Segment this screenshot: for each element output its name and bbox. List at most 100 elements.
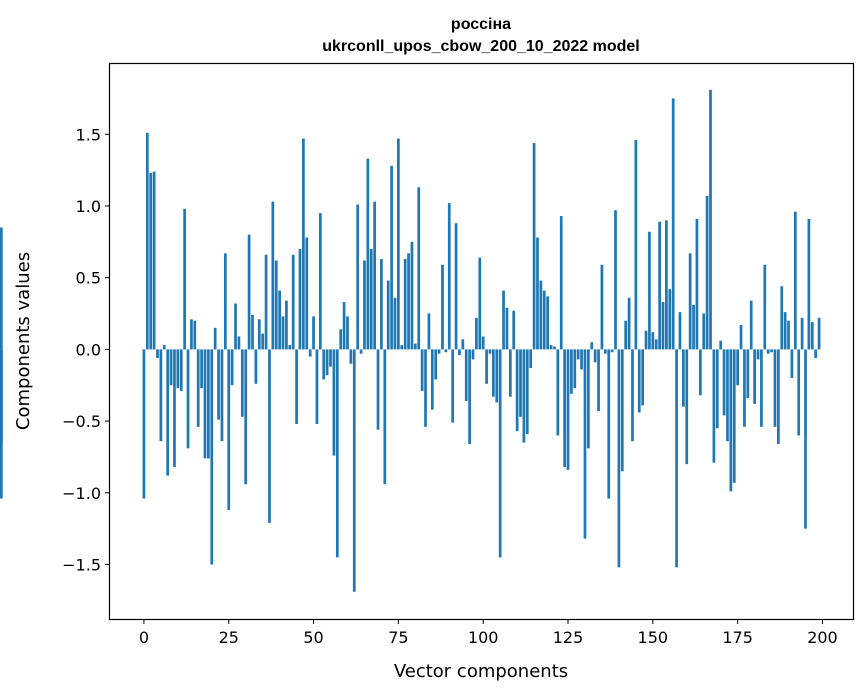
bar-component-171 [722, 349, 726, 416]
bar-component-21 [213, 327, 217, 350]
bar-component-40 [278, 290, 281, 350]
bar-component-48 [305, 237, 309, 350]
bar-component-156 [671, 98, 675, 350]
bar-component-17 [200, 349, 203, 389]
bar-component-35 [261, 333, 265, 350]
bar-component-78 [407, 253, 410, 350]
bar-component-74 [393, 297, 397, 350]
bar-component-192 [793, 211, 797, 350]
bar-component-33 [254, 349, 258, 384]
bar-component-151 [654, 339, 658, 350]
bar-component-106 [502, 290, 505, 350]
bar-component-50 [312, 316, 315, 350]
x-tick-label: 50 [303, 628, 323, 647]
bar-component-180 [753, 349, 756, 404]
bar-component-157 [675, 349, 678, 568]
bar-component-19 [207, 349, 210, 459]
bar-component-93 [458, 349, 461, 356]
bar-component-129 [580, 349, 583, 370]
bar-component-108 [508, 349, 512, 397]
bar-component-64 [359, 349, 363, 354]
bar-component-45 [295, 349, 298, 424]
bar-component-39 [274, 260, 278, 350]
bar-component-112 [522, 349, 526, 443]
bar-component-10 [176, 349, 180, 389]
bar-component-95 [464, 349, 468, 402]
bar-component-51 [315, 349, 319, 424]
x-tick-label: 0 [139, 628, 149, 647]
bar-component-92 [454, 223, 458, 350]
bar-component-174 [732, 349, 736, 483]
bar-component-195 [804, 349, 807, 529]
bar-component-137 [607, 349, 611, 499]
bar-component-18 [203, 349, 207, 459]
bar-component-1 [145, 132, 149, 350]
bar-component-49 [308, 349, 312, 357]
bar-component-197 [810, 322, 814, 350]
bar-component-9 [173, 349, 176, 467]
bar-component-11 [179, 349, 183, 391]
bar-component-162 [692, 304, 695, 350]
bar-component-150 [651, 332, 655, 350]
bar-component-149 [648, 231, 651, 350]
x-tick-label: 200 [807, 628, 838, 647]
bar-component-139 [614, 210, 617, 350]
bar-component-187 [777, 349, 780, 445]
bar-component-163 [695, 218, 699, 350]
bar-component-71 [383, 349, 387, 485]
bar-component-56 [332, 349, 336, 456]
bar-component-84 [427, 313, 431, 350]
bar-component-5 [159, 349, 163, 442]
bar-component-198 [814, 349, 818, 358]
bar-component-146 [637, 349, 641, 413]
bar-component-94 [461, 339, 465, 350]
bar-component-140 [617, 349, 621, 568]
bar-component-132 [590, 342, 594, 350]
bar-component-118 [542, 290, 546, 350]
bar-component-124 [563, 349, 566, 467]
bar-component-77 [403, 259, 407, 350]
bar-component-68 [373, 201, 376, 350]
bar-component-177 [743, 349, 746, 427]
bar-component-135 [600, 264, 604, 350]
x-axis-label: Vector components [394, 661, 568, 682]
bar-component-189 [783, 312, 787, 350]
bar-component-16 [196, 349, 200, 427]
y-tick-label: −1.0 [62, 484, 101, 503]
bar-component-99 [478, 257, 482, 350]
bar-component-193 [797, 349, 801, 436]
bar-component-131 [587, 349, 590, 449]
bar-component-65 [363, 260, 366, 350]
x-tick-label: 25 [219, 628, 239, 647]
bar-component-0 [142, 349, 146, 499]
bar-component-88 [441, 264, 444, 350]
bar-component-147 [641, 349, 645, 406]
bar-component-14 [190, 319, 193, 350]
x-tick-label: 125 [553, 628, 584, 647]
bar-component-194 [800, 317, 804, 350]
bar-component-85 [430, 349, 434, 410]
bar-component-142 [624, 320, 628, 350]
bar-component-178 [746, 349, 750, 399]
x-tick-label: 150 [638, 628, 669, 647]
bar-component-70 [380, 259, 383, 350]
bar-component-190 [787, 320, 790, 350]
bar-component-69 [376, 349, 380, 430]
bar-component-161 [688, 253, 692, 350]
bar-component-22 [217, 349, 220, 420]
bar-component-55 [329, 349, 332, 367]
bar-component-12 [183, 208, 186, 350]
bar-component-143 [627, 297, 631, 350]
bar-component-136 [603, 349, 607, 354]
bar-component-145 [634, 140, 638, 350]
bar-component-114 [529, 349, 533, 369]
x-tick-label: 100 [468, 628, 499, 647]
bar-component-182 [760, 349, 763, 427]
bar-component-158 [678, 312, 682, 350]
y-tick-label: −0.5 [62, 412, 101, 431]
bar-component-76 [400, 345, 404, 350]
bar-component-119 [546, 296, 550, 350]
bar-component-122 [556, 349, 560, 436]
bar-component-107 [505, 307, 509, 350]
bar-component-120 [549, 345, 553, 350]
